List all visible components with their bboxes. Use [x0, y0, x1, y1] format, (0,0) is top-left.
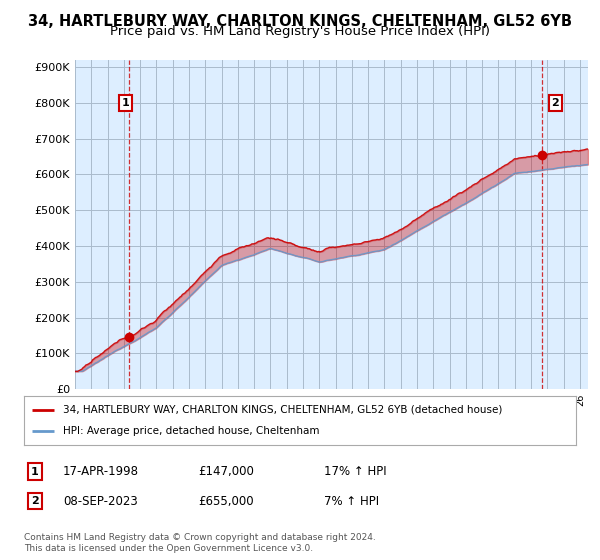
Text: HPI: Average price, detached house, Cheltenham: HPI: Average price, detached house, Chel… — [62, 426, 319, 436]
Text: Price paid vs. HM Land Registry's House Price Index (HPI): Price paid vs. HM Land Registry's House … — [110, 25, 490, 38]
Text: Contains HM Land Registry data © Crown copyright and database right 2024.
This d: Contains HM Land Registry data © Crown c… — [24, 533, 376, 553]
Text: 17-APR-1998: 17-APR-1998 — [63, 465, 139, 478]
Text: 2: 2 — [551, 98, 559, 108]
Text: 2: 2 — [31, 496, 38, 506]
Text: 17% ↑ HPI: 17% ↑ HPI — [324, 465, 386, 478]
Text: 34, HARTLEBURY WAY, CHARLTON KINGS, CHELTENHAM, GL52 6YB (detached house): 34, HARTLEBURY WAY, CHARLTON KINGS, CHEL… — [62, 405, 502, 415]
Text: £147,000: £147,000 — [198, 465, 254, 478]
Text: £655,000: £655,000 — [198, 494, 254, 508]
Text: 1: 1 — [122, 98, 130, 108]
Text: 1: 1 — [31, 466, 38, 477]
Text: 34, HARTLEBURY WAY, CHARLTON KINGS, CHELTENHAM, GL52 6YB: 34, HARTLEBURY WAY, CHARLTON KINGS, CHEL… — [28, 14, 572, 29]
Text: 7% ↑ HPI: 7% ↑ HPI — [324, 494, 379, 508]
Text: 08-SEP-2023: 08-SEP-2023 — [63, 494, 138, 508]
